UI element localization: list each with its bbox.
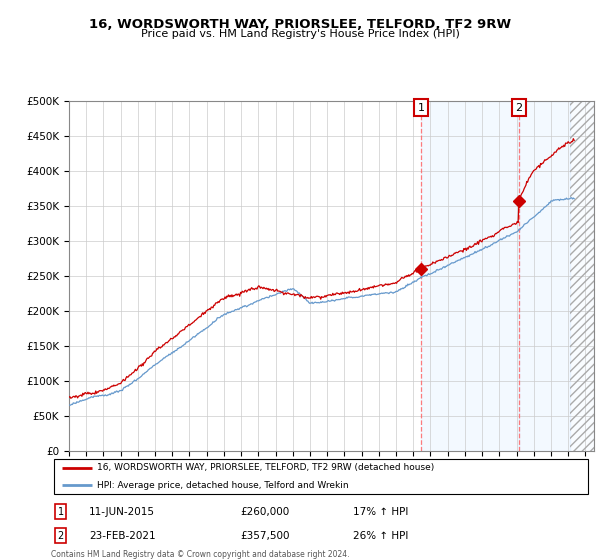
Bar [421,101,519,451]
Text: 1: 1 [418,103,424,113]
Text: £260,000: £260,000 [240,507,289,517]
Bar [569,101,594,451]
Text: £357,500: £357,500 [240,530,290,540]
Text: 2: 2 [515,103,523,113]
Text: 11-JUN-2015: 11-JUN-2015 [89,507,155,517]
Bar [519,101,569,451]
Text: Price paid vs. HM Land Registry's House Price Index (HPI): Price paid vs. HM Land Registry's House … [140,29,460,39]
Text: 17% ↑ HPI: 17% ↑ HPI [353,507,409,517]
Text: HPI: Average price, detached house, Telford and Wrekin: HPI: Average price, detached house, Telf… [97,481,349,490]
Text: 16, WORDSWORTH WAY, PRIORSLEE, TELFORD, TF2 9RW: 16, WORDSWORTH WAY, PRIORSLEE, TELFORD, … [89,18,511,31]
Text: 2: 2 [58,530,64,540]
Text: 16, WORDSWORTH WAY, PRIORSLEE, TELFORD, TF2 9RW (detached house): 16, WORDSWORTH WAY, PRIORSLEE, TELFORD, … [97,463,434,472]
Bar [569,101,594,451]
Text: Contains HM Land Registry data © Crown copyright and database right 2024.
This d: Contains HM Land Registry data © Crown c… [51,550,349,560]
Text: 1: 1 [58,507,64,517]
Text: 26% ↑ HPI: 26% ↑ HPI [353,530,409,540]
FancyBboxPatch shape [54,459,588,494]
Text: 23-FEB-2021: 23-FEB-2021 [89,530,155,540]
